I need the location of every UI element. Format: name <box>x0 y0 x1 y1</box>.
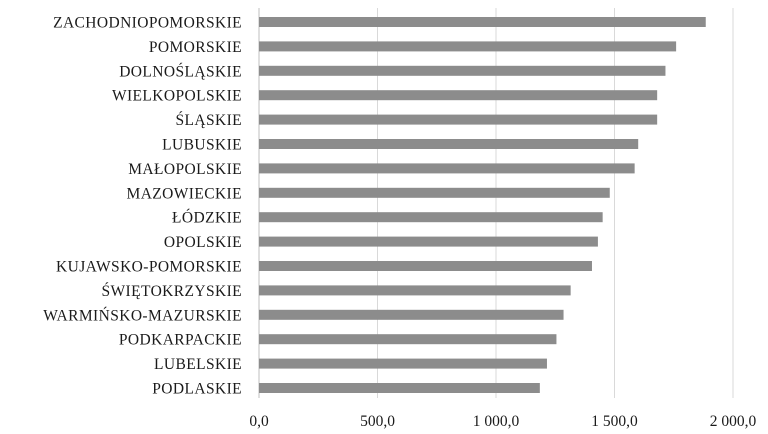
category-labels: ZACHODNIOPOMORSKIE POMORSKIE DOLNOŚLĄSKIE W… <box>43 15 243 398</box>
category-label: ŚWIĘTOKRZYSKIE <box>102 283 243 300</box>
category-label: LUBUSKIE <box>162 137 242 154</box>
bar <box>259 187 610 198</box>
bars <box>259 17 706 393</box>
category-label: DOLNOŚLĄSKIE <box>119 63 242 80</box>
category-label: WARMIŃSKO-MAZURSKIE <box>43 307 242 324</box>
bar <box>259 334 557 345</box>
bar <box>259 309 564 320</box>
x-tick-labels: 0,0 500,0 1 000,0 1 500,0 2 000,0 <box>249 413 756 430</box>
bar <box>259 236 598 247</box>
category-label: PODKARPACKIE <box>119 332 242 349</box>
category-label: ZACHODNIOPOMORSKIE <box>53 15 242 32</box>
x-tick-label: 2 000,0 <box>710 413 757 430</box>
bar <box>259 358 547 369</box>
category-label: MAZOWIECKIE <box>127 185 242 202</box>
bar <box>259 212 603 223</box>
category-label: ŚLĄSKIE <box>175 112 242 129</box>
x-tick-label: 0,0 <box>249 413 269 430</box>
bar <box>259 261 592 271</box>
bar <box>259 41 677 52</box>
x-tick-label: 1 000,0 <box>473 413 520 430</box>
category-label: POMORSKIE <box>149 39 242 56</box>
category-label: LUBELSKIE <box>154 356 242 373</box>
bar <box>259 383 540 393</box>
bar <box>259 139 639 149</box>
bar <box>259 285 571 296</box>
bar <box>259 163 635 174</box>
category-label: ŁÓDZKIE <box>172 210 242 227</box>
bar <box>259 65 666 76</box>
x-tick-label: 500,0 <box>360 413 395 430</box>
category-label: PODLASKIE <box>152 381 242 398</box>
bar <box>259 114 658 125</box>
category-label: MAŁOPOLSKIE <box>128 161 242 178</box>
x-tick-label: 1 500,0 <box>591 413 638 430</box>
category-label: OPOLSKIE <box>164 234 242 251</box>
category-label: WIELKOPOLSKIE <box>112 88 242 105</box>
bar <box>259 90 658 101</box>
bar <box>259 17 706 27</box>
category-label: KUJAWSKO-POMORSKIE <box>56 259 242 276</box>
